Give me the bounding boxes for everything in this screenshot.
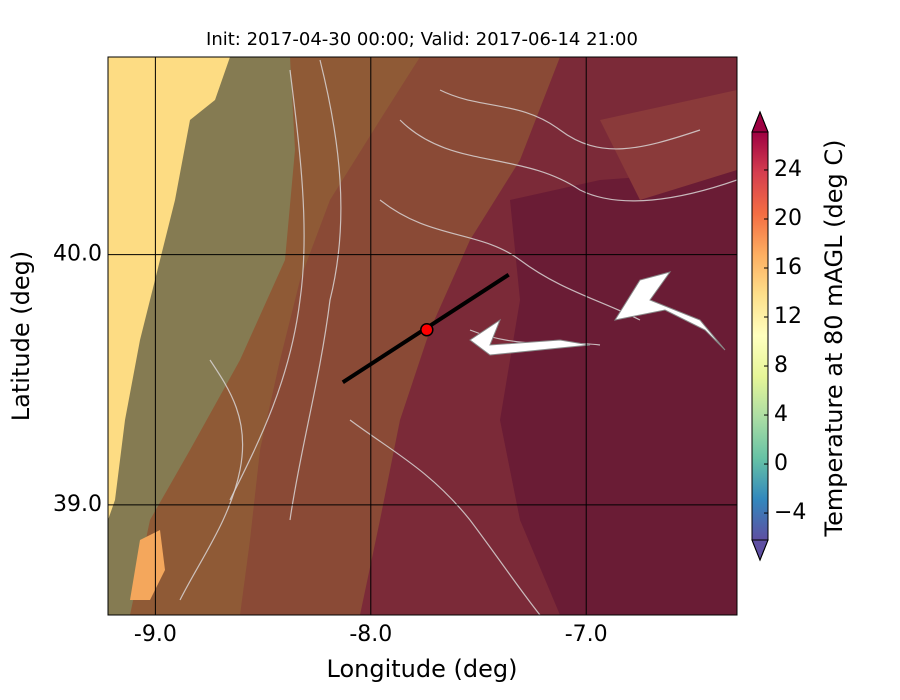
colorbar-tick-label: 24 <box>774 157 802 182</box>
y-axis-label: Latitude (deg) <box>7 251 35 421</box>
terrain <box>108 57 737 615</box>
point-marker <box>420 322 434 337</box>
colorbar-tick-label: 12 <box>774 304 802 329</box>
colorbar-tick-label: 8 <box>774 353 788 378</box>
colorbar-extend <box>751 110 769 133</box>
colorbar-tick-label: 20 <box>774 206 802 231</box>
y-tick-label: 39.0 <box>53 492 102 517</box>
x-axis-label: Longitude (deg) <box>327 655 518 683</box>
y-tick-label: 40.0 <box>53 242 102 267</box>
colorbar-label: Temperature at 80 mAGL (deg C) <box>820 140 848 538</box>
x-tick-label: -9.0 <box>134 622 177 647</box>
colorbar-tick-label: 4 <box>774 402 788 427</box>
colorbar-extend <box>751 539 769 562</box>
x-tick-label: -8.0 <box>349 622 392 647</box>
colorbar-tick-label: 16 <box>774 255 802 280</box>
chart-title: Init: 2017-04-30 00:00; Valid: 2017-06-1… <box>206 29 638 50</box>
colorbar-frame <box>751 110 769 562</box>
plot-frame <box>107 56 738 616</box>
colorbar-tick-label: 0 <box>774 451 788 476</box>
x-tick-label: -7.0 <box>565 622 608 647</box>
colorbar-tick-label: −4 <box>774 500 806 525</box>
colorbar <box>752 132 768 540</box>
